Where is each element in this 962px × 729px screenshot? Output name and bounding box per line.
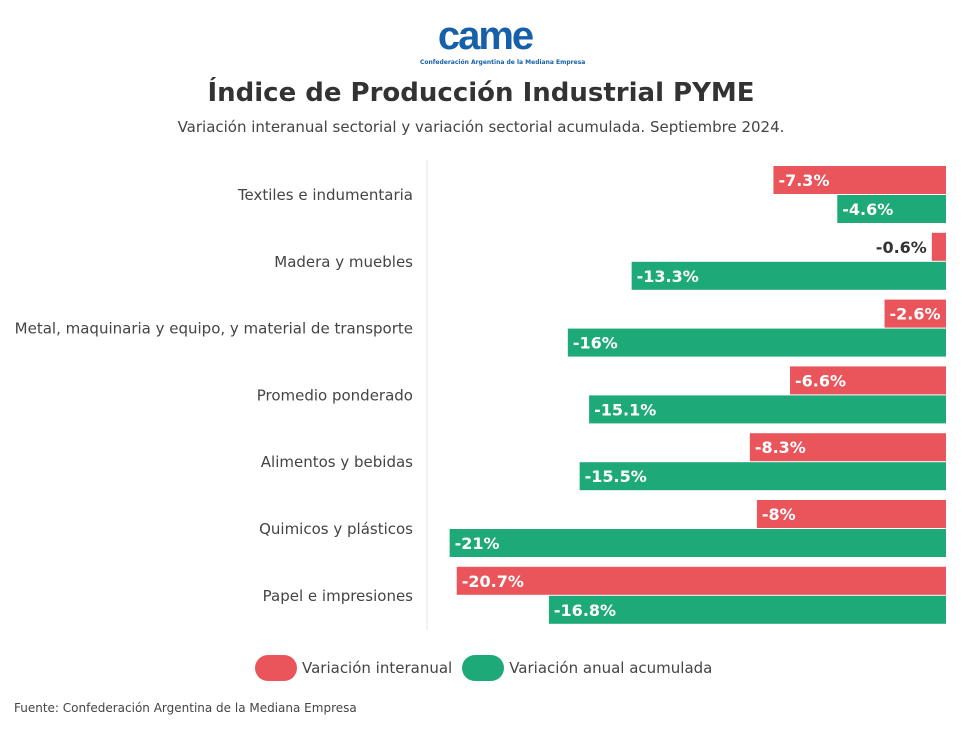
- chart-subtitle: Variación interanual sectorial y variaci…: [177, 118, 785, 136]
- came-logo: came Confederación Argentina de la Media…: [420, 14, 586, 70]
- bar: [884, 299, 946, 328]
- data-label: -7.3%: [778, 171, 829, 190]
- data-label: -2.6%: [890, 305, 941, 324]
- legend-swatch: [255, 655, 297, 681]
- data-label: -6.6%: [795, 371, 846, 390]
- category-label: Metal, maquinaria y equipo, y material d…: [15, 320, 413, 338]
- data-label: -20.7%: [462, 572, 524, 591]
- category-label: Quimicos y plásticos: [259, 520, 413, 538]
- logo-subtitle: Confederación Argentina de la Mediana Em…: [420, 59, 586, 66]
- bar: [837, 195, 946, 223]
- bar: [931, 232, 946, 261]
- legend: Variación interanual Variación anual acu…: [255, 655, 722, 681]
- source-note: Fuente: Confederación Argentina de la Me…: [14, 701, 357, 715]
- data-label: -0.6%: [876, 238, 927, 257]
- legend-item-acumulada[interactable]: Variación anual acumulada: [462, 655, 712, 681]
- category-label: Papel e impresiones: [263, 587, 414, 605]
- bar: [790, 366, 946, 395]
- legend-label: Variación anual acumulada: [509, 659, 713, 677]
- legend-item-interanual[interactable]: Variación interanual: [255, 655, 452, 681]
- category-label: Textiles e indumentaria: [237, 186, 413, 204]
- data-label: -15.1%: [594, 400, 656, 419]
- chart-title: Índice de Producción Industrial PYME: [207, 78, 755, 108]
- bar: [579, 462, 946, 491]
- bar: [567, 328, 946, 357]
- data-label: -8.3%: [755, 438, 806, 457]
- logo-mark: came: [437, 14, 534, 58]
- data-label: -16%: [573, 334, 618, 353]
- bar: [773, 166, 946, 194]
- bar: [456, 566, 946, 595]
- data-label: -13.3%: [637, 267, 699, 286]
- legend-label: Variación interanual: [302, 659, 453, 677]
- data-label: -4.6%: [842, 200, 893, 219]
- bar: [589, 395, 946, 424]
- data-label: -16.8%: [554, 601, 616, 620]
- bar: [548, 595, 946, 624]
- data-label: -15.5%: [585, 467, 647, 486]
- data-label: -8%: [762, 505, 796, 524]
- category-label: Madera y muebles: [274, 253, 413, 271]
- data-label: -21%: [455, 534, 500, 553]
- legend-swatch: [462, 655, 505, 681]
- category-label: Alimentos y bebidas: [261, 453, 413, 471]
- bar: [449, 529, 946, 557]
- category-label: Promedio ponderado: [257, 386, 413, 404]
- bar: [749, 433, 946, 462]
- bar: [631, 261, 946, 290]
- bar: [756, 500, 946, 528]
